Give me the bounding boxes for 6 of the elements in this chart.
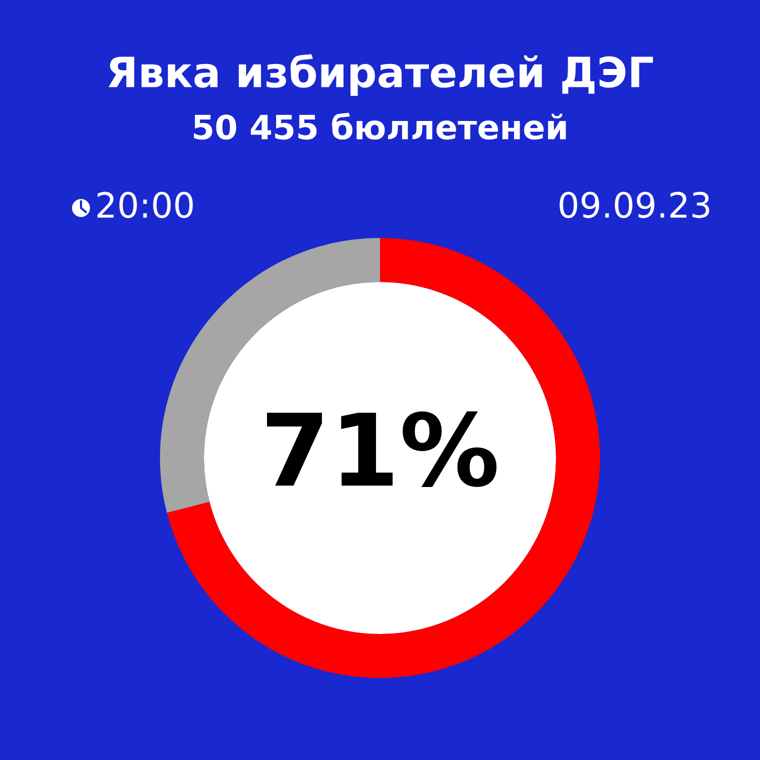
donut-slice [166, 238, 600, 678]
chart-subtitle: 50 455 бюллетеней [194, 112, 566, 140]
text: 09.09.23 [560, 192, 710, 218]
chart-title: Явка избирателей ДЭГ [108, 54, 653, 96]
data-label: 71% [267, 411, 496, 488]
text: 20:00 [98, 192, 193, 218]
